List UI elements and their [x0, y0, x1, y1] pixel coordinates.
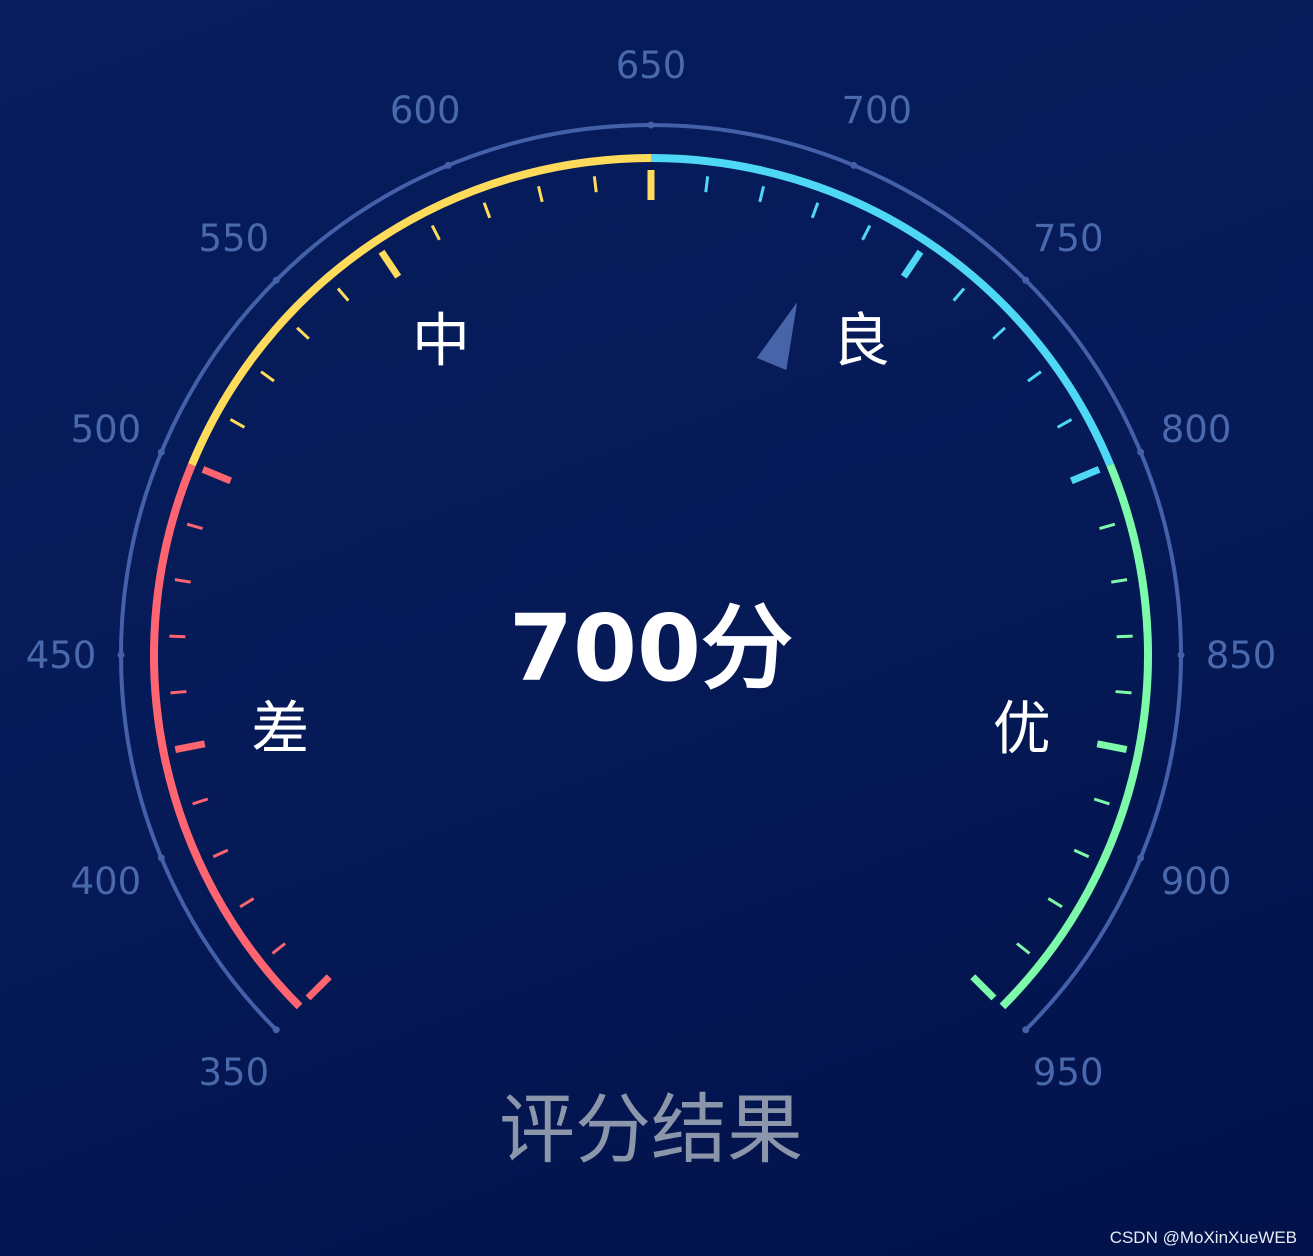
axis-tick-label: 550 [198, 217, 269, 260]
gauge-value: 700分 [509, 595, 793, 702]
outer-ring-dot [444, 161, 452, 169]
major-tick [970, 974, 997, 1001]
minor-tick [861, 224, 872, 241]
minor-tick [1073, 848, 1090, 859]
minor-tick [296, 326, 310, 340]
gauge-title: 评分结果 [499, 1085, 803, 1174]
minor-tick [260, 370, 275, 383]
minor-tick [239, 897, 255, 909]
minor-tick [1027, 370, 1042, 383]
axis-tick-label: 650 [616, 44, 687, 87]
axis-tick-label: 350 [198, 1051, 269, 1094]
minor-tick [174, 578, 191, 584]
minor-tick [758, 185, 765, 203]
minor-tick [170, 690, 187, 695]
gauge-segment [650, 154, 1114, 467]
axis-tick-label: 800 [1161, 408, 1232, 451]
minor-tick [482, 202, 492, 219]
minor-tick [430, 224, 441, 241]
major-tick [305, 974, 332, 1001]
major-tick [201, 466, 232, 485]
major-tick [1096, 740, 1128, 754]
gauge-pointer [756, 302, 798, 371]
axis-tick-label: 450 [26, 634, 97, 677]
gauge-segment [150, 463, 303, 1010]
minor-tick [1115, 690, 1132, 695]
outer-ring-dot [117, 651, 125, 659]
axis-tick-label: 900 [1161, 860, 1232, 903]
axis-tick-label: 850 [1206, 634, 1277, 677]
minor-tick [192, 797, 209, 806]
axis-tick-label: 500 [71, 408, 142, 451]
minor-tick [1056, 418, 1073, 429]
minor-tick [336, 287, 350, 302]
segment-label: 良 [832, 307, 890, 375]
minor-tick [992, 326, 1006, 340]
watermark: CSDN @MoXinXueWEB [1109, 1228, 1297, 1247]
minor-tick [1099, 522, 1116, 530]
minor-tick [810, 202, 820, 219]
major-tick [1070, 466, 1101, 485]
minor-tick [1111, 578, 1128, 584]
minor-tick [1047, 897, 1063, 909]
axis-tick-label: 950 [1033, 1051, 1104, 1094]
minor-tick [1093, 797, 1110, 806]
major-tick [378, 249, 402, 279]
axis-tick-label: 600 [390, 89, 461, 132]
outer-ring-dot [1137, 854, 1145, 862]
minor-tick [229, 418, 246, 429]
gauge-segment [999, 463, 1152, 1010]
outer-ring-dot [850, 161, 858, 169]
major-tick [900, 249, 924, 279]
axis-tick-label: 400 [71, 860, 142, 903]
outer-ring-dot [272, 276, 280, 284]
minor-tick [952, 287, 966, 302]
outer-ring-dot [157, 854, 165, 862]
axis-tick-label: 750 [1033, 217, 1104, 260]
outer-ring-dot [647, 121, 655, 129]
outer-ring-dot [1022, 276, 1030, 284]
segment-label: 差 [251, 695, 309, 763]
minor-tick [704, 176, 710, 193]
axis-tick-label: 700 [841, 89, 912, 132]
minor-tick [1016, 942, 1031, 955]
minor-tick [1116, 634, 1133, 639]
segment-label: 优 [993, 695, 1051, 763]
minor-tick [271, 942, 286, 955]
outer-ring-dot [272, 1026, 280, 1034]
segment-label: 中 [412, 307, 470, 375]
minor-tick [212, 848, 229, 859]
outer-ring-dot [1137, 448, 1145, 456]
major-tick [174, 740, 206, 754]
outer-ring-dot [1177, 651, 1185, 659]
outer-ring [119, 123, 1183, 1032]
gauge-segment [188, 154, 652, 467]
minor-tick [537, 185, 544, 203]
minor-tick [592, 176, 598, 193]
outer-ring-dot [157, 448, 165, 456]
minor-tick [169, 634, 186, 639]
minor-tick [186, 522, 203, 530]
outer-ring-dot [1022, 1026, 1030, 1034]
